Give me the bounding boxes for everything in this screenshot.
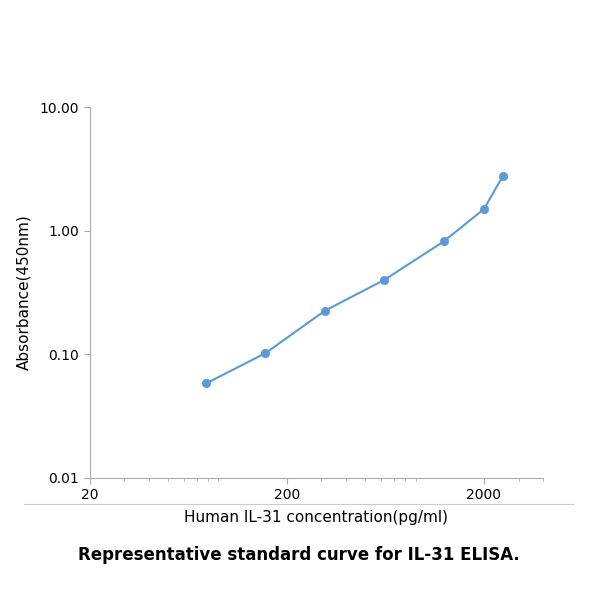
Y-axis label: Absorbance(450nm): Absorbance(450nm): [16, 215, 31, 370]
Text: Representative standard curve for IL-31 ELISA.: Representative standard curve for IL-31 …: [78, 546, 519, 564]
X-axis label: Human IL-31 concentration(pg/ml): Human IL-31 concentration(pg/ml): [184, 510, 448, 525]
